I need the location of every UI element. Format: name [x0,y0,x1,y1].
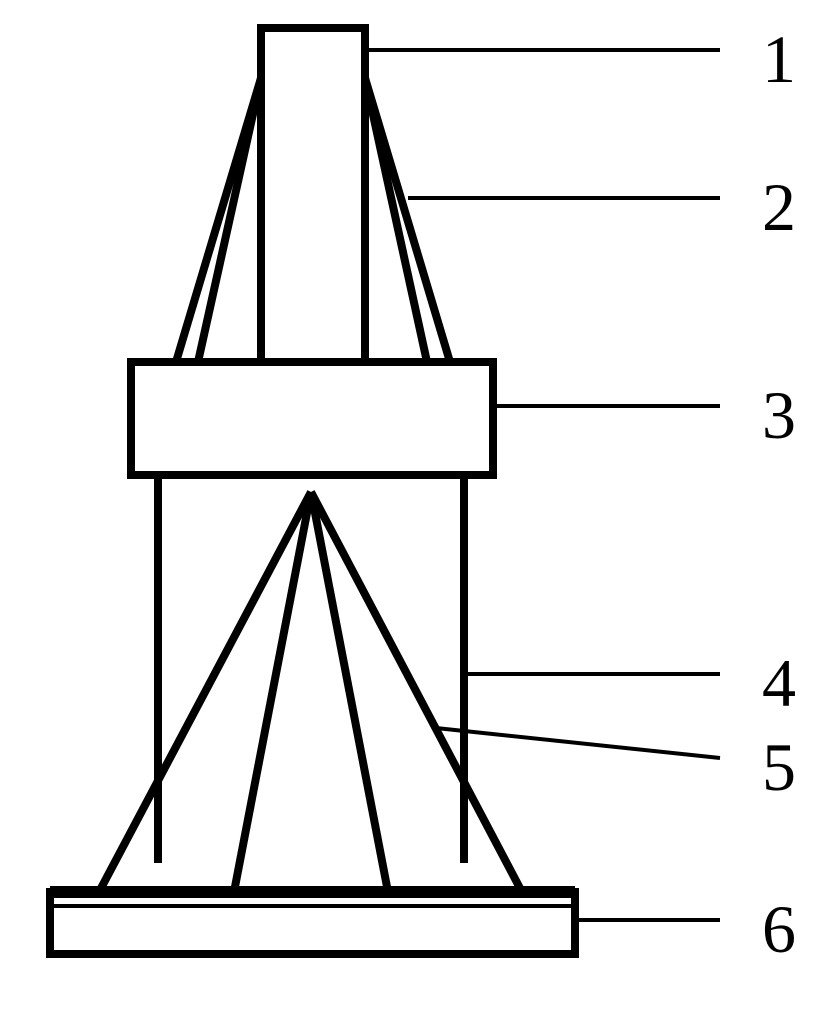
callout-label-3: 3 [762,376,796,455]
callout-label-6: 6 [762,890,796,969]
schematic-diagram [0,0,838,1006]
callout-label-5: 5 [762,728,796,807]
callout-label-1: 1 [762,20,796,99]
callout-label-4: 4 [762,644,796,723]
callout-label-2: 2 [762,168,796,247]
diagram-svg [0,0,838,1006]
